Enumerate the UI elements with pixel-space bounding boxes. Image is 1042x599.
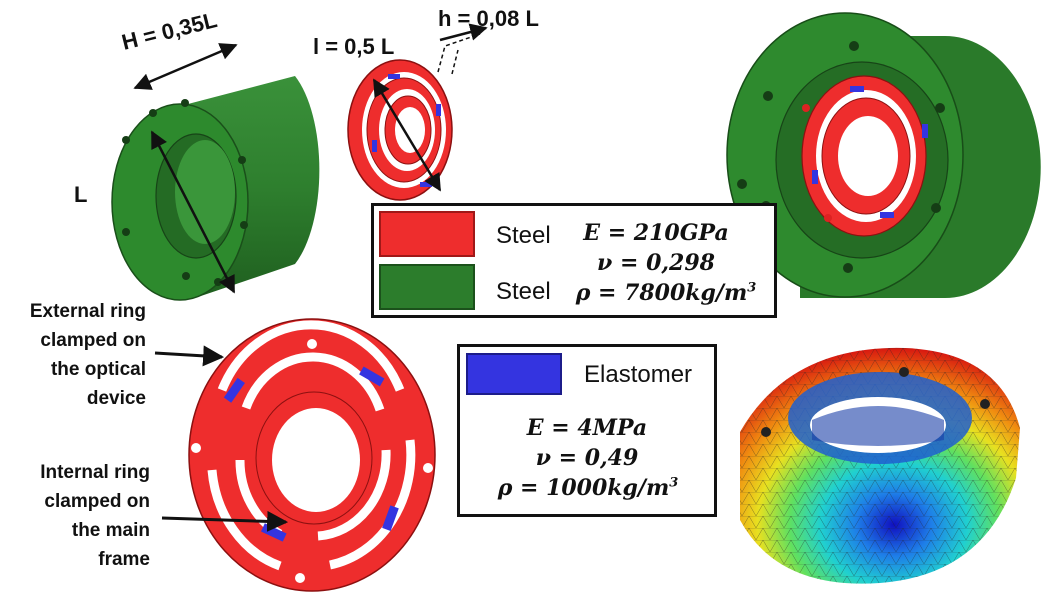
- thickness-guide-inner: [451, 49, 459, 75]
- internal-callout-line-1: Internal ring: [40, 462, 150, 483]
- external-ring-callout: External ring clamped on the optical dev…: [4, 297, 146, 413]
- dimension-arrow-h: [133, 43, 238, 90]
- external-ring-arrow: [154, 345, 225, 367]
- dimension-arrow-i: [372, 78, 442, 192]
- dimension-i-label: l = 0,5 L: [313, 34, 394, 59]
- steel-red-label: Steel: [496, 222, 551, 249]
- steel-green-swatch: [379, 264, 475, 310]
- steel-rho-equation: ρ = 7800kg/m3: [575, 280, 757, 306]
- external-callout-line-3: the optical: [50, 359, 146, 380]
- dimension-arrow-l: [150, 130, 236, 294]
- steel-legend: Steel Steel E = 210GPa ν = 0,298 ρ = 780…: [371, 203, 777, 318]
- elastomer-legend: Elastomer E = 4MPa ν = 0,49 ρ = 1000kg/m…: [457, 344, 717, 517]
- red-flexure-large: [188, 318, 436, 592]
- internal-ring-arrow: [161, 510, 289, 532]
- elastomer-nu-equation: ν = 0,49: [535, 445, 639, 471]
- dimension-arrow-t: [439, 23, 488, 42]
- dimension-t-label: h = 0,08 L: [438, 6, 539, 31]
- assembled-housing-right: [726, 12, 1041, 298]
- internal-callout-line-2: clamped on: [44, 491, 150, 512]
- steel-nu-equation: ν = 0,298: [597, 250, 715, 276]
- fem-result-ring: [740, 347, 1020, 584]
- elastomer-e-equation: E = 4MPa: [526, 415, 648, 441]
- steel-red-swatch: [379, 211, 475, 257]
- internal-ring-callout: Internal ring clamped on the main frame: [4, 458, 150, 574]
- dimension-h-label: H = 0,35L: [119, 7, 219, 55]
- steel-green-label: Steel: [496, 278, 551, 305]
- red-flexure-small: [347, 59, 453, 201]
- external-callout-line-2: clamped on: [40, 330, 146, 351]
- steel-e-equation: E = 210GPa: [583, 220, 729, 246]
- external-callout-line-4: device: [86, 388, 146, 409]
- elastomer-swatch: [466, 353, 562, 395]
- elastomer-label: Elastomer: [584, 361, 693, 388]
- external-callout-line-1: External ring: [29, 301, 146, 322]
- elastomer-rho-equation: ρ = 1000kg/m3: [497, 475, 679, 501]
- internal-callout-line-4: frame: [98, 549, 150, 570]
- green-housing-left: [111, 76, 320, 301]
- dimension-l-label: L: [74, 182, 87, 207]
- thickness-guide-outer: [437, 33, 481, 73]
- internal-callout-line-3: the main: [71, 520, 150, 541]
